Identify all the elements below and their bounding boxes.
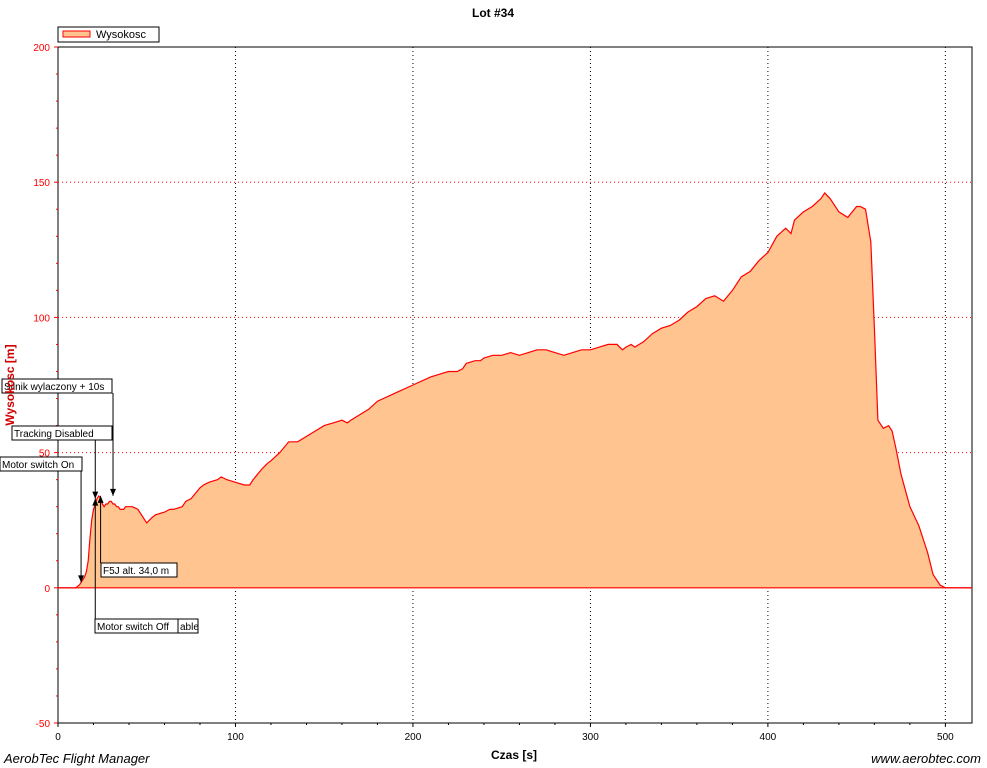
annotation-arrow [97, 495, 104, 503]
annotation-label: F5J alt. 34,0 m [103, 566, 169, 577]
y-tick-label: -50 [36, 719, 51, 730]
annotation-box [1, 378, 113, 394]
annotation-box [177, 618, 199, 634]
annotation-arrow [78, 575, 85, 583]
series-area [58, 192, 972, 589]
annotation-label: Motor switch Off [97, 622, 169, 633]
x-axis-label: Czas [s] [491, 748, 537, 762]
footer-app-name: AerobTec Flight Manager [4, 751, 150, 766]
annotation-label: able [180, 622, 199, 633]
x-tick-label: 500 [937, 732, 954, 743]
legend: Wysokosc [57, 26, 160, 43]
legend-label: Wysokosc [96, 29, 147, 41]
x-tick-label: 0 [55, 732, 61, 743]
annotation-box [11, 425, 113, 441]
y-tick-label: 200 [33, 43, 50, 54]
footer-website[interactable]: www.aerobtec.com [871, 751, 981, 766]
annotation-arrow [92, 491, 99, 499]
annotation-arrow [92, 498, 99, 506]
y-tick-label: 150 [33, 178, 50, 189]
annotation-box [100, 562, 178, 578]
series-line [58, 192, 972, 589]
y-axis-label: Wysokosc [m] [3, 344, 17, 425]
annotation-arrow [110, 488, 117, 496]
chart-title: Lot #34 [472, 6, 514, 20]
legend-swatch [62, 30, 91, 38]
annotation-label: Tracking Disabled [14, 429, 94, 440]
annotation-label: Silnik wylaczony + 10s [4, 382, 104, 393]
y-tick-label: 50 [39, 449, 51, 460]
x-tick-label: 400 [760, 732, 777, 743]
x-tick-label: 300 [582, 732, 599, 743]
x-tick-label: 100 [227, 732, 244, 743]
series-fill [58, 193, 972, 588]
y-tick-label: 0 [44, 584, 50, 595]
annotations: Silnik wylaczony + 10s Tracking Disabled M… [0, 378, 199, 634]
annotation-box [0, 456, 83, 472]
x-tick-label: 200 [405, 732, 422, 743]
annotation-label: Motor switch On [2, 460, 74, 471]
y-tick-label: 100 [33, 313, 50, 324]
axis-ticks: -50 0 50 100 150 200 0 100 200 300 400 500 [33, 43, 954, 743]
